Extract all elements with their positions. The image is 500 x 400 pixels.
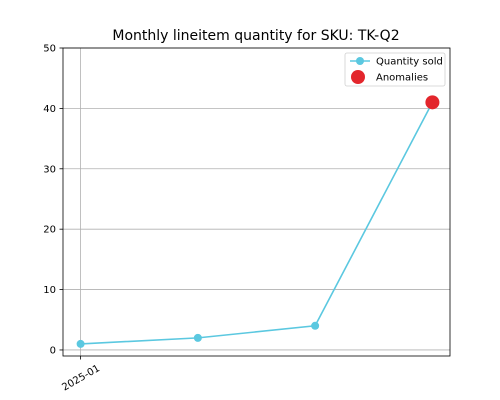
x-axis: 2025-01	[60, 356, 102, 393]
y-tick-label: 0	[50, 345, 56, 356]
y-tick-label: 30	[43, 164, 56, 175]
anomaly-point	[425, 95, 440, 110]
plot-background	[63, 48, 450, 356]
quantity-sold-line	[80, 101, 434, 345]
quantity-sold-point	[76, 339, 85, 348]
y-axis: 0 10 20 30 40 50	[43, 44, 63, 356]
legend: Quantity sold Anomalies	[344, 52, 446, 87]
legend-anomalies-label: Anomalies	[376, 73, 428, 84]
chart-title: Monthly lineitem quantity for SKU: TK-Q2	[112, 28, 399, 44]
legend-anomalies-marker	[351, 70, 365, 84]
y-tick-label: 10	[43, 285, 56, 296]
anomaly-points	[425, 95, 440, 110]
quantity-sold-point	[311, 321, 320, 330]
legend-quantity-sold-marker	[356, 57, 364, 65]
y-tick-label: 40	[43, 104, 56, 115]
x-tick-label: 2025-01	[60, 363, 102, 393]
legend-quantity-sold-label: Quantity sold	[376, 57, 443, 68]
plot-frame	[62, 47, 451, 357]
quantity-sold-point	[193, 333, 202, 342]
y-tick-label: 20	[43, 225, 56, 236]
y-tick-label: 50	[43, 44, 56, 55]
